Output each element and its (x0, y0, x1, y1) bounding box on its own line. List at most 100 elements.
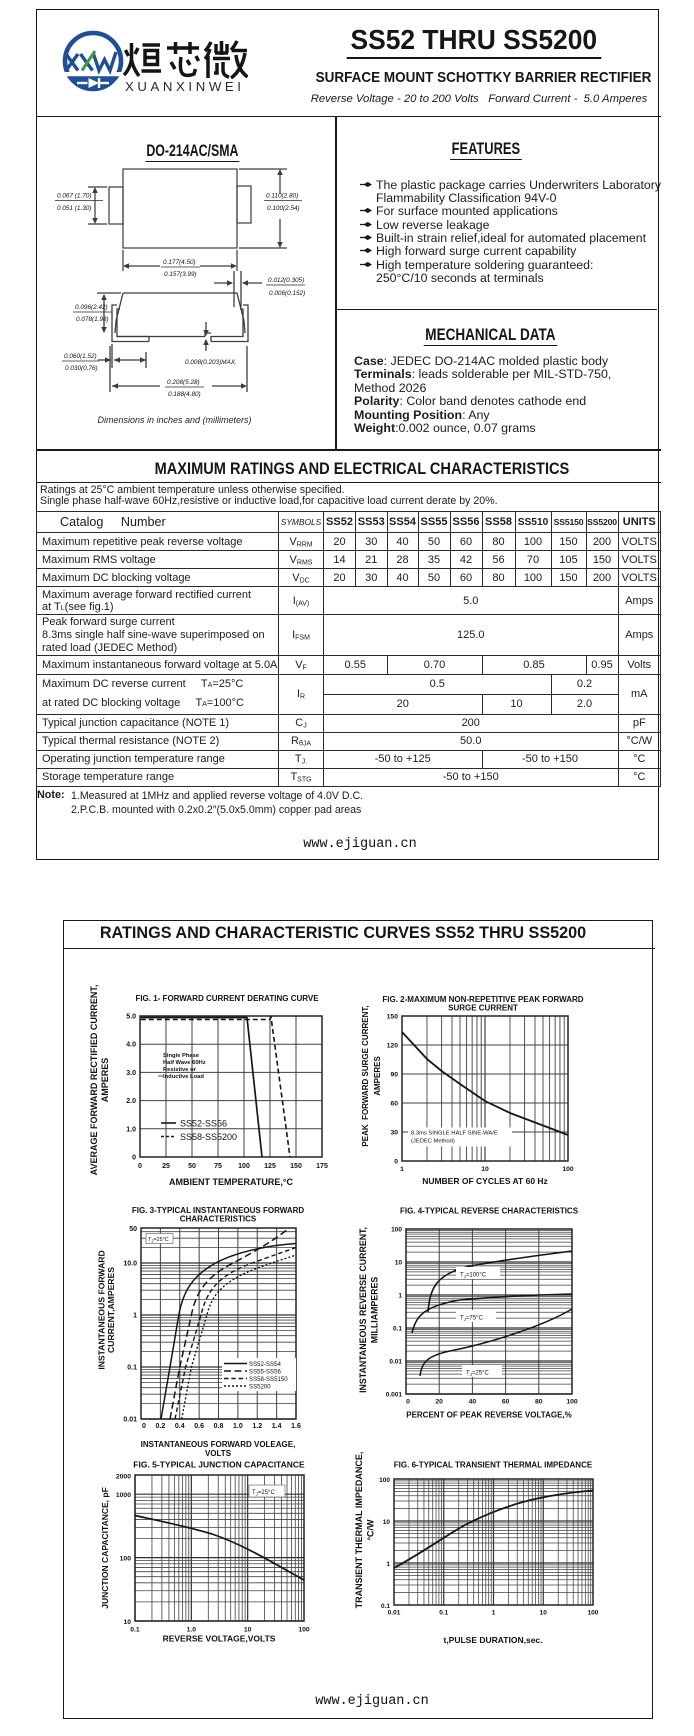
svg-text:FIG. 6-TYPICAL TRANSIENT THERM: FIG. 6-TYPICAL TRANSIENT THERMAL IMPEDAN… (394, 1461, 593, 1470)
svg-text:25: 25 (162, 1163, 170, 1170)
svg-text:SURGE CURRENT: SURGE CURRENT (448, 1004, 518, 1013)
svg-text:50: 50 (129, 1226, 137, 1233)
svg-text:1: 1 (398, 1293, 402, 1300)
svg-text:JUNCTION CAPACITANCE, pF: JUNCTION CAPACITANCE, pF (100, 1487, 110, 1609)
svg-text:10: 10 (244, 1627, 252, 1634)
svg-text:40: 40 (469, 1399, 477, 1406)
svg-text:TJ=75°C: TJ=75°C (460, 1316, 483, 1323)
svg-text:VOLTS: VOLTS (205, 1449, 232, 1458)
svg-text:SS52-SS56: SS52-SS56 (180, 1119, 227, 1129)
svg-text:AMBIENT TEMPERATURE,°C: AMBIENT TEMPERATURE,°C (169, 1177, 293, 1187)
svg-text:8.3ms SINGLE HALF SINE-WA/E: 8.3ms SINGLE HALF SINE-WA/E (411, 1131, 498, 1137)
svg-text:(JEDEC Method): (JEDEC Method) (411, 1139, 455, 1145)
svg-text:TRANSIENT THERMAL IMPEDANCE,: TRANSIENT THERMAL IMPEDANCE, (354, 1452, 364, 1609)
svg-text:1.0: 1.0 (126, 1126, 136, 1133)
svg-text:60: 60 (502, 1399, 510, 1406)
svg-text:100: 100 (588, 1610, 599, 1617)
svg-text:30: 30 (390, 1130, 398, 1137)
svg-text:90: 90 (390, 1072, 398, 1079)
svg-text:3.0: 3.0 (126, 1070, 136, 1077)
svg-text:10: 10 (540, 1610, 548, 1617)
svg-text:Resistive or: Resistive or (163, 1067, 197, 1073)
svg-text:SS55-SS56: SS55-SS56 (249, 1369, 281, 1376)
svg-text:0.067 (1.70): 0.067 (1.70) (57, 193, 91, 200)
svg-text:0.01: 0.01 (389, 1359, 402, 1366)
svg-text:0.078(1.98): 0.078(1.98) (76, 316, 109, 323)
svg-text:0.060(1.52): 0.060(1.52) (64, 353, 97, 360)
svg-text:0.2: 0.2 (156, 1423, 166, 1430)
svg-text:1: 1 (133, 1313, 137, 1320)
svg-text:0.100(2.54): 0.100(2.54) (267, 205, 300, 212)
svg-text:0.01: 0.01 (123, 1417, 137, 1424)
svg-text:1: 1 (386, 1561, 390, 1568)
svg-text:0.008(0.203)MAX.: 0.008(0.203)MAX. (185, 359, 237, 366)
svg-text:TJ=100°C: TJ=100°C (460, 1273, 487, 1280)
svg-text:0.006(0.152): 0.006(0.152) (269, 290, 305, 297)
svg-text:1.2: 1.2 (252, 1423, 262, 1430)
svg-text:INSTANTANEOUS FORWARD VOLEAGE,: INSTANTANEOUS FORWARD VOLEAGE, (141, 1440, 296, 1449)
svg-text:10: 10 (383, 1519, 391, 1526)
svg-text:100: 100 (562, 1166, 574, 1173)
svg-text:75: 75 (214, 1163, 222, 1170)
svg-text:0.188(4.80): 0.188(4.80) (168, 391, 201, 398)
svg-text:100: 100 (238, 1163, 250, 1170)
svg-text:0.01: 0.01 (388, 1610, 401, 1617)
svg-text:0.4: 0.4 (175, 1423, 185, 1430)
svg-text:SS5200: SS5200 (249, 1384, 271, 1391)
svg-text:PEAK FORWARD SURGE CURRENT,: PEAK FORWARD SURGE CURRENT, (361, 1005, 370, 1146)
svg-text:125: 125 (264, 1163, 276, 1170)
svg-text:FIG. 3-TYPICAL INSTANTANEOUS F: FIG. 3-TYPICAL INSTANTANEOUS FORWARD (132, 1206, 305, 1215)
svg-text:MILLIAMPERES: MILLIAMPERES (370, 1277, 380, 1344)
svg-text:1.0: 1.0 (187, 1627, 197, 1634)
svg-text:0.051 (1.30): 0.051 (1.30) (57, 205, 91, 212)
svg-text:SS52-SS54: SS52-SS54 (249, 1361, 281, 1368)
svg-text:FIG. 5-TYPICAL JUNCTION CAPACI: FIG. 5-TYPICAL JUNCTION CAPACITANCE (133, 1460, 305, 1470)
svg-text:0.1: 0.1 (130, 1627, 140, 1634)
svg-text:SS58-SS5150: SS58-SS5150 (249, 1376, 288, 1383)
svg-text:CHARACTERISTICS: CHARACTERISTICS (180, 1215, 257, 1224)
svg-text:0.177(4.50): 0.177(4.50) (163, 259, 196, 266)
svg-text:Single Phase: Single Phase (163, 1053, 200, 1059)
svg-text:100: 100 (566, 1399, 578, 1406)
svg-text:100: 100 (391, 1227, 402, 1234)
svg-text:2.0: 2.0 (126, 1098, 136, 1105)
svg-text:Inductive Load: Inductive Load (163, 1074, 204, 1080)
svg-text:TJ=25°C: TJ=25°C (466, 1371, 489, 1378)
svg-text:Half Wave 60Hz: Half Wave 60Hz (163, 1060, 206, 1066)
svg-text:4.0: 4.0 (126, 1042, 136, 1049)
svg-text:0.1: 0.1 (393, 1326, 402, 1333)
svg-text:20: 20 (435, 1399, 443, 1406)
svg-text:0.208(5.28): 0.208(5.28) (167, 379, 200, 386)
svg-text:10.0: 10.0 (123, 1261, 137, 1268)
svg-text:1: 1 (400, 1166, 404, 1173)
svg-text:NUMBER OF CYCLES AT 60 Hz: NUMBER OF CYCLES AT 60 Hz (422, 1176, 548, 1186)
svg-text:REVERSE VOLTAGE,VOLTS: REVERSE VOLTAGE,VOLTS (163, 1634, 276, 1644)
svg-text:AMPERES: AMPERES (373, 1056, 382, 1096)
svg-text:0: 0 (132, 1155, 136, 1162)
svg-text:1.4: 1.4 (272, 1423, 282, 1430)
svg-text:1: 1 (492, 1610, 496, 1617)
svg-text:INSTANTANEOUS FORWARD: INSTANTANEOUS FORWARD (97, 1250, 107, 1369)
svg-text:0.096(2.42): 0.096(2.42) (75, 304, 108, 311)
svg-text:TJ=25°C: TJ=25°C (252, 1490, 275, 1497)
svg-text:0: 0 (138, 1163, 142, 1170)
svg-text:80: 80 (535, 1399, 543, 1406)
svg-text:10: 10 (481, 1166, 489, 1173)
svg-text:°C/W: °C/W (366, 1519, 376, 1541)
svg-text:120: 120 (387, 1043, 399, 1050)
svg-text:1.0: 1.0 (233, 1423, 243, 1430)
svg-text:INSTANTANEOUS REVERSE CURRENT,: INSTANTANEOUS REVERSE CURRENT, (358, 1227, 368, 1393)
svg-text:AVERAGE FORWARD RECTIFIED CURR: AVERAGE FORWARD RECTIFIED CURRENT, (89, 985, 99, 1176)
svg-text:0.110(2.80): 0.110(2.80) (266, 193, 298, 200)
svg-text:0.1: 0.1 (381, 1603, 390, 1610)
svg-text:SS58-SS5200: SS58-SS5200 (180, 1132, 237, 1142)
svg-text:1.6: 1.6 (291, 1423, 301, 1430)
svg-text:0.6: 0.6 (194, 1423, 204, 1430)
svg-text:FIG. 1- FORWARD CURRENT DERATI: FIG. 1- FORWARD CURRENT DERATING CURVE (135, 994, 319, 1003)
svg-text:10: 10 (123, 1619, 131, 1626)
svg-text:150: 150 (387, 1014, 399, 1021)
svg-text:0.012(0.305): 0.012(0.305) (268, 277, 304, 284)
svg-text:AMPERES: AMPERES (100, 1058, 110, 1103)
svg-text:100: 100 (298, 1627, 310, 1634)
svg-text:0: 0 (394, 1159, 398, 1166)
